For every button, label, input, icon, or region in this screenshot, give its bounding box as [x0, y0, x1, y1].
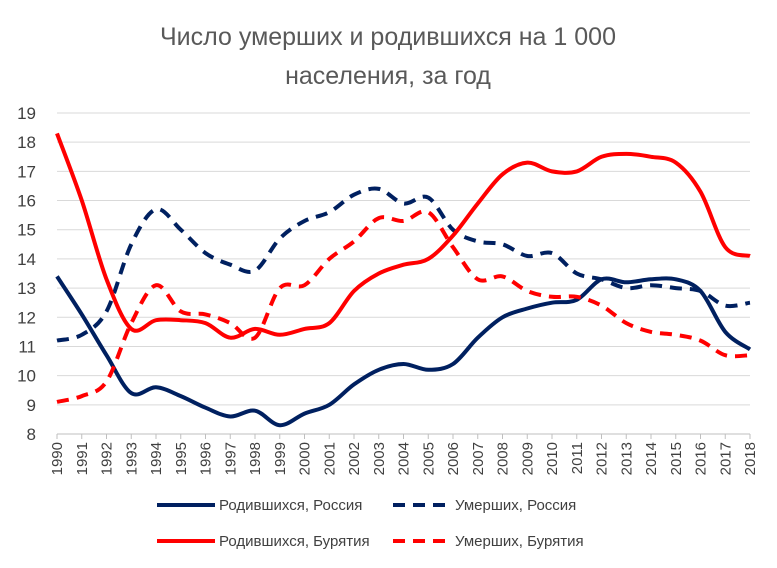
legend-label: Родившихся, Россия [219, 497, 362, 514]
legend: Родившихся, Россия Умерших, Россия Родивши… [157, 497, 584, 550]
chart-title-line-2: населения, за год [285, 62, 491, 90]
x-tick-label: 2006 [445, 442, 462, 475]
x-tick-label: 2017 [717, 442, 734, 475]
x-tick-label: 2013 [618, 442, 635, 475]
y-tick-label: 11 [18, 337, 36, 356]
x-tick-label: 1992 [99, 442, 116, 475]
series-lines [55, 132, 752, 428]
y-tick-label: 12 [17, 308, 36, 327]
legend-item-births-russia: Родившихся, Россия [157, 497, 362, 514]
x-tick-label: 2004 [396, 442, 413, 475]
x-tick-label: 2008 [495, 442, 512, 475]
x-tick-label: 1995 [173, 442, 190, 475]
chart-title: Число умерших и родившихся на 1 000 насе… [160, 23, 616, 90]
y-tick-label: 8 [27, 425, 36, 444]
x-tick-label: 2005 [420, 442, 437, 475]
legend-item-deaths-buryatia: Умерших, Бурятия [393, 533, 584, 550]
x-tick-label: 2009 [519, 442, 536, 475]
y-tick-label: 18 [17, 133, 36, 152]
x-tick-label: 1990 [49, 442, 66, 475]
x-tick-label: 1991 [74, 442, 91, 475]
x-tick-label: 1996 [198, 442, 215, 475]
y-tick-label: 19 [17, 104, 36, 123]
x-tick-label: 2018 [742, 442, 759, 475]
legend-label: Умерших, Бурятия [455, 533, 584, 550]
x-tick-label: 2001 [321, 442, 338, 475]
chart-title-line-1: Число умерших и родившихся на 1 000 [160, 23, 616, 51]
y-tick-label: 15 [17, 221, 36, 240]
x-tick-label: 2000 [297, 442, 314, 475]
x-tick-label: 2012 [594, 442, 611, 475]
x-tick-label: 2016 [693, 442, 710, 475]
x-tick-label: 2003 [371, 442, 388, 475]
x-tick-label: 1997 [222, 442, 239, 475]
series-line-deaths-buryatia [56, 209, 751, 404]
x-tick-label: 2014 [643, 442, 660, 475]
x-tick-label: 1999 [272, 442, 289, 475]
legend-item-deaths-russia: Умерших, Россия [393, 497, 576, 514]
y-axis: 8 9 10 11 12 13 14 15 16 17 18 19 [17, 104, 36, 444]
y-tick-label: 9 [27, 396, 36, 415]
x-tick-label: 1993 [123, 442, 140, 475]
x-tick-label: 2011 [569, 442, 586, 474]
y-tick-label: 17 [17, 162, 36, 181]
y-tick-label: 13 [17, 279, 36, 298]
series-line-deaths-russia [56, 186, 751, 343]
legend-label: Родившихся, Бурятия [219, 533, 370, 550]
legend-label: Умерших, Россия [455, 497, 576, 514]
x-tick-label: 1998 [247, 442, 264, 475]
x-tick-label: 1994 [148, 442, 165, 475]
gridlines [57, 112, 750, 435]
series-line-births-russia [55, 275, 752, 428]
y-tick-label: 14 [17, 250, 36, 269]
y-tick-label: 16 [17, 192, 36, 211]
x-tick-label: 2010 [544, 442, 561, 475]
x-tick-label: 2007 [470, 442, 487, 475]
x-tick-label: 2015 [668, 442, 685, 475]
x-axis: 1990 1991 1992 1993 1994 1995 1996 1997 1998 1999… [49, 434, 759, 475]
series-line-births-buryatia [55, 132, 751, 340]
x-tick-label: 2002 [346, 442, 363, 475]
legend-item-births-buryatia: Родившихся, Бурятия [157, 533, 370, 550]
y-tick-label: 10 [17, 367, 36, 386]
